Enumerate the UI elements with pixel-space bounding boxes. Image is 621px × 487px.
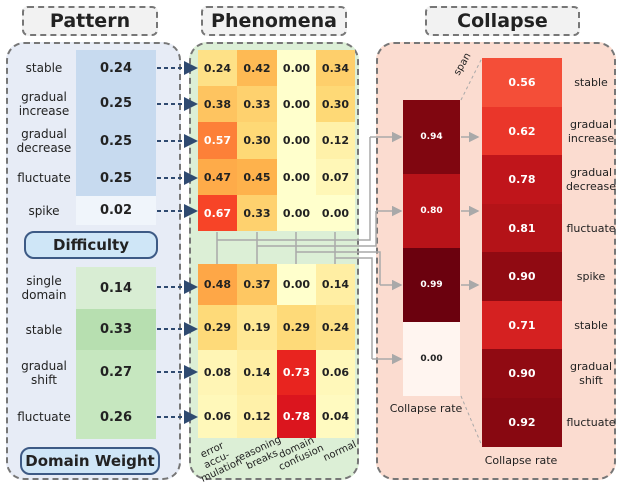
- domain-weight-row-label: fluctuate: [17, 410, 71, 424]
- collapse-pattern-cell: 0.81: [482, 204, 562, 253]
- domain-weight-label: Domain Weight: [20, 447, 160, 475]
- collapse-pattern-label: gradual increase: [567, 117, 615, 145]
- connector-line: [460, 395, 483, 447]
- heatmap-cell: 0.14: [316, 264, 355, 305]
- collapse-pattern-cell: 0.56: [482, 58, 562, 107]
- domain-weight-row-value: 0.26: [76, 395, 156, 439]
- heatmap-cell: 0.33: [237, 195, 277, 231]
- difficulty-row-label: fluctuate: [17, 171, 71, 185]
- heatmap-cell: 0.00: [277, 159, 316, 195]
- heatmap-cell: 0.67: [198, 195, 237, 231]
- collapse-pattern-cell: 0.78: [482, 155, 562, 204]
- heatmap-cell: 0.00: [277, 50, 316, 86]
- heatmap-cell: 0.14: [237, 350, 277, 395]
- heatmap-cell: 0.33: [237, 86, 277, 122]
- heatmap-cell: 0.00: [277, 86, 316, 122]
- connector-line: [360, 257, 373, 359]
- phenomena-header: Phenomena: [201, 6, 347, 36]
- heatmap-cell: 0.00: [277, 122, 316, 159]
- collapse-pattern-label: stable: [574, 318, 608, 332]
- heatmap-cell: 0.29: [277, 305, 316, 350]
- collapse-pattern-label: gradual decrease: [565, 165, 617, 193]
- difficulty-row-label: gradual decrease: [16, 127, 72, 155]
- collapse-pattern-cell: 0.90: [482, 252, 562, 301]
- heatmap-cell: 0.29: [198, 305, 237, 350]
- difficulty-row-value: 0.25: [76, 85, 156, 122]
- heatmap-cell: 0.78: [277, 395, 316, 438]
- heatmap-cell: 0.12: [316, 122, 355, 159]
- heatmap-cell: 0.24: [198, 50, 237, 86]
- heatmap-cell: 0.06: [198, 395, 237, 438]
- heatmap-cell: 0.45: [237, 159, 277, 195]
- domain-weight-row-label: stable: [25, 322, 63, 337]
- connector-line: [360, 211, 377, 247]
- difficulty-label: Difficulty: [24, 231, 158, 259]
- pattern-header: Pattern: [22, 6, 158, 36]
- difficulty-row-value: 0.02: [76, 196, 156, 225]
- collapse-phenomena-cell: 0.94: [403, 100, 460, 174]
- heatmap-cell: 0.04: [316, 395, 355, 438]
- heatmap-cell: 0.00: [316, 195, 355, 231]
- collapse-pattern-label: stable: [574, 75, 608, 89]
- heatmap-cell: 0.30: [237, 122, 277, 159]
- heatmap-cell: 0.08: [198, 350, 237, 395]
- heatmap-cell: 0.37: [237, 264, 277, 305]
- difficulty-row-value: 0.24: [76, 50, 156, 86]
- collapse-phenomena-cell: 0.00: [403, 322, 460, 396]
- connector-line: [360, 137, 371, 241]
- difficulty-row-label: stable: [25, 61, 63, 75]
- collapse-header: Collapse: [425, 6, 580, 36]
- heatmap-cell: 0.00: [277, 264, 316, 305]
- collapse-pattern-cell: 0.92: [482, 398, 562, 447]
- heatmap-cell: 0.38: [198, 86, 237, 122]
- collapse-pattern-label: fluctuate: [566, 415, 616, 429]
- collapse-pattern-label: gradual shift: [570, 359, 612, 387]
- heatmap-cell: 0.12: [237, 395, 277, 438]
- domain-weight-row-label: gradual shift: [21, 358, 67, 387]
- heatmap-cell: 0.73: [277, 350, 316, 395]
- difficulty-row-label: spike: [28, 203, 60, 218]
- domain-weight-row-value: 0.14: [76, 267, 156, 309]
- heatmap-cell: 0.24: [316, 305, 355, 350]
- collapse-pattern-cell: 0.71: [482, 301, 562, 350]
- collapse-pattern-label: spike: [576, 269, 606, 283]
- connector-line: [360, 251, 381, 285]
- collapse-phenomena-cell: 0.80: [403, 174, 460, 248]
- heatmap-cell: 0.07: [316, 159, 355, 195]
- heatmap-cell: 0.42: [237, 50, 277, 86]
- heatmap-cell: 0.57: [198, 122, 237, 159]
- difficulty-row-value: 0.25: [76, 122, 156, 160]
- difficulty-row-value: 0.25: [76, 160, 156, 196]
- heatmap-cell: 0.48: [198, 264, 237, 305]
- domain-weight-row-label: single domain: [21, 274, 67, 302]
- difficulty-row-label: gradual increase: [18, 89, 70, 118]
- heatmap-cell: 0.34: [316, 50, 355, 86]
- collapse-phenomena-cell: 0.99: [403, 248, 460, 322]
- heatmap-cell: 0.47: [198, 159, 237, 195]
- heatmap-cell: 0.19: [237, 305, 277, 350]
- collapse-pattern-caption: Collapse rate: [484, 454, 558, 467]
- collapse-pattern-cell: 0.62: [482, 107, 562, 156]
- heatmap-cell: 0.06: [316, 350, 355, 395]
- collapse-pattern-label: fluctuate: [566, 221, 616, 235]
- domain-weight-row-value: 0.27: [76, 350, 156, 395]
- heatmap-cell: 0.30: [316, 86, 355, 122]
- connector-line: [460, 57, 483, 101]
- collapse-phenomena-caption: Collapse rate: [389, 402, 463, 415]
- collapse-pattern-cell: 0.90: [482, 349, 562, 398]
- domain-weight-row-value: 0.33: [76, 309, 156, 350]
- heatmap-cell: 0.00: [277, 195, 316, 231]
